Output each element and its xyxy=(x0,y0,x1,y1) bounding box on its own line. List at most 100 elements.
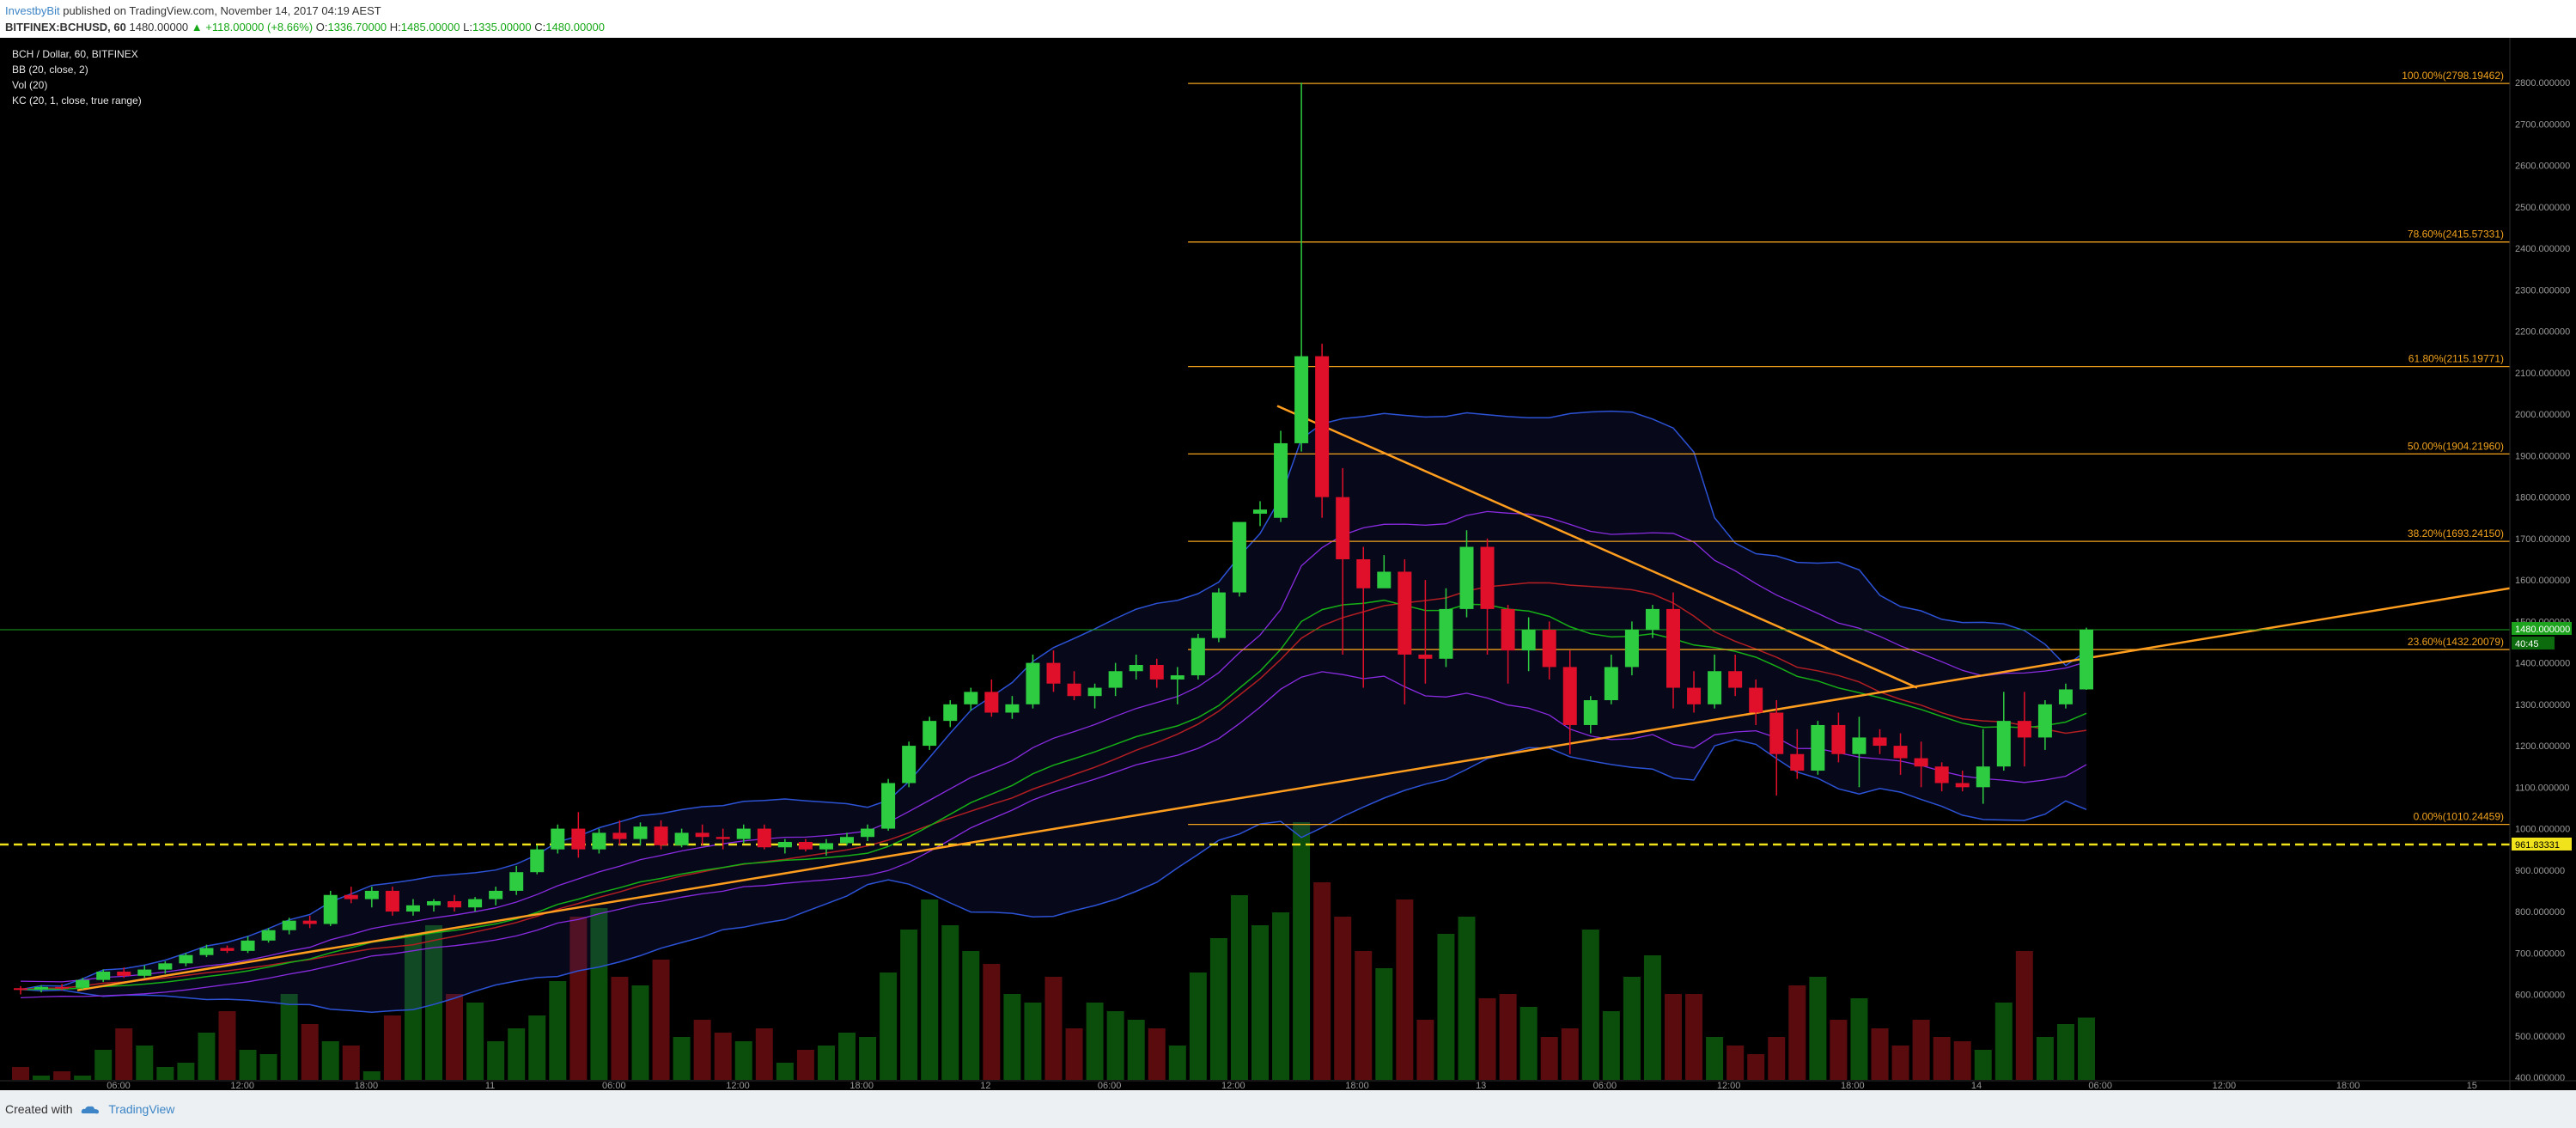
candle-body xyxy=(1914,758,1928,767)
price-tick-label: 800.000000 xyxy=(2515,907,2565,918)
candle-body xyxy=(385,890,399,912)
volume-bar xyxy=(652,960,670,1080)
candle-body xyxy=(1996,721,2011,767)
candle-body xyxy=(323,894,338,924)
candle-body xyxy=(2058,689,2073,704)
legend-vol[interactable]: Vol (20) xyxy=(12,79,48,91)
price-tick-label: 2700.000000 xyxy=(2515,119,2570,130)
volume-bar xyxy=(1871,1028,1889,1080)
price-tick-label: 1000.000000 xyxy=(2515,825,2570,835)
price-tick-label: 1600.000000 xyxy=(2515,576,2570,586)
volume-bar xyxy=(1293,822,1311,1080)
ohlc-summary: BITFINEX:BCHUSD, 60 1480.00000 ▲ +118.00… xyxy=(5,21,605,34)
price-tick-label: 900.000000 xyxy=(2515,866,2565,876)
candle-body xyxy=(1046,662,1061,684)
price-tick-label: 2800.000000 xyxy=(2515,78,2570,88)
kc-upper-line xyxy=(20,510,2087,983)
candle-body xyxy=(1294,356,1309,443)
candle-body xyxy=(1191,637,1205,676)
candle-body xyxy=(96,971,111,980)
volume-bar xyxy=(1933,1037,1951,1080)
candle-body xyxy=(1067,683,1081,697)
support-badge-text: 961.83331 xyxy=(2515,840,2560,851)
fib-level-label: 0.00%(1010.24459) xyxy=(2414,811,2504,823)
price-tick-label: 2300.000000 xyxy=(2515,285,2570,296)
candle-body xyxy=(1687,687,1702,704)
created-with-label: Created with xyxy=(5,1102,73,1116)
volume-bar xyxy=(817,1046,835,1080)
volume-bar xyxy=(941,925,959,1080)
price-tick-label: 2100.000000 xyxy=(2515,369,2570,379)
candle-body xyxy=(1232,521,1246,593)
candle-body xyxy=(1708,671,1722,704)
high-label: H: xyxy=(389,21,401,34)
volume-bar xyxy=(734,1041,752,1080)
volume-bar xyxy=(1519,1007,1538,1080)
volume-bar xyxy=(1747,1054,1765,1080)
candle-body xyxy=(861,828,875,838)
candle-body xyxy=(1645,608,1659,631)
volume-bar xyxy=(1685,994,1703,1080)
volume-bar xyxy=(136,1046,154,1080)
candle-body xyxy=(1418,654,1433,659)
publish-info: InvestbyBit published on TradingView.com… xyxy=(5,4,381,17)
candle-body xyxy=(1459,546,1474,609)
price-tick-label: 1100.000000 xyxy=(2515,783,2569,793)
volume-bar xyxy=(1809,977,1827,1080)
volume-bar xyxy=(880,973,898,1080)
legend-kc[interactable]: KC (20, 1, close, true range) xyxy=(12,95,142,107)
candle-body xyxy=(1087,687,1102,697)
volume-bar xyxy=(156,1067,174,1080)
candle-body xyxy=(2017,721,2031,738)
volume-bar xyxy=(1623,977,1641,1080)
volume-bar xyxy=(1643,955,1661,1080)
volume-bar xyxy=(755,1028,773,1080)
candle-body xyxy=(1170,675,1184,680)
last-price-badge xyxy=(2512,622,2572,636)
candle-body xyxy=(1501,608,1515,651)
candle-body xyxy=(612,832,627,839)
volume-bar xyxy=(1003,994,1021,1080)
time-tick-label: 06:00 xyxy=(1098,1081,1122,1090)
volume-bar xyxy=(1540,1037,1558,1080)
candle-body xyxy=(405,905,420,912)
time-tick-label: 06:00 xyxy=(2088,1081,2112,1090)
tradingview-link[interactable]: TradingView xyxy=(108,1102,175,1116)
price-tick-label: 1200.000000 xyxy=(2515,741,2570,752)
legend-bb[interactable]: BB (20, close, 2) xyxy=(12,64,88,76)
volume-bar xyxy=(549,981,567,1080)
countdown-badge xyxy=(2512,637,2555,650)
volume-bar xyxy=(1313,882,1331,1080)
volume-bar xyxy=(1953,1041,1971,1080)
open-value: 1336.70000 xyxy=(327,21,387,34)
candle-body xyxy=(736,828,751,839)
price-chart[interactable]: 100.00%(2798.19462) 78.60%(2415.57331) 61.… xyxy=(0,38,2576,1090)
volume-bar xyxy=(487,1041,505,1080)
low-value: 1335.00000 xyxy=(472,21,532,34)
volume-bar xyxy=(693,1020,711,1080)
volume-bar xyxy=(94,1050,113,1080)
volume-bar xyxy=(2015,951,2033,1080)
chart-area[interactable]: 100.00%(2798.19462) 78.60%(2415.57331) 61.… xyxy=(0,38,2576,1090)
candle-body xyxy=(1873,737,1887,747)
candle-body xyxy=(1356,559,1371,588)
volume-bar xyxy=(776,1063,794,1080)
candle-body xyxy=(819,843,833,850)
candle-body xyxy=(716,837,730,839)
kc-lower-line xyxy=(20,671,2087,999)
price-tick-label: 1400.000000 xyxy=(2515,659,2570,669)
volume-bar xyxy=(33,1076,51,1080)
candle-body xyxy=(34,986,49,990)
price-tick-label: 2200.000000 xyxy=(2515,327,2570,338)
volume-bar xyxy=(1665,994,1682,1080)
author-link[interactable]: InvestbyBit xyxy=(5,4,60,17)
candle-body xyxy=(551,828,565,850)
price-tick-label: 2000.000000 xyxy=(2515,410,2570,420)
price-tick-label: 2500.000000 xyxy=(2515,203,2570,213)
volume-bar xyxy=(673,1037,691,1080)
candle-body xyxy=(1315,356,1330,497)
time-axis: 06:00 12:00 18:00 11 06:00 12:00 18:00 12 06:00 1… xyxy=(0,1080,2576,1090)
volume-bar xyxy=(466,1003,484,1080)
open-label: O: xyxy=(315,21,328,34)
volume-bar xyxy=(838,1033,856,1080)
